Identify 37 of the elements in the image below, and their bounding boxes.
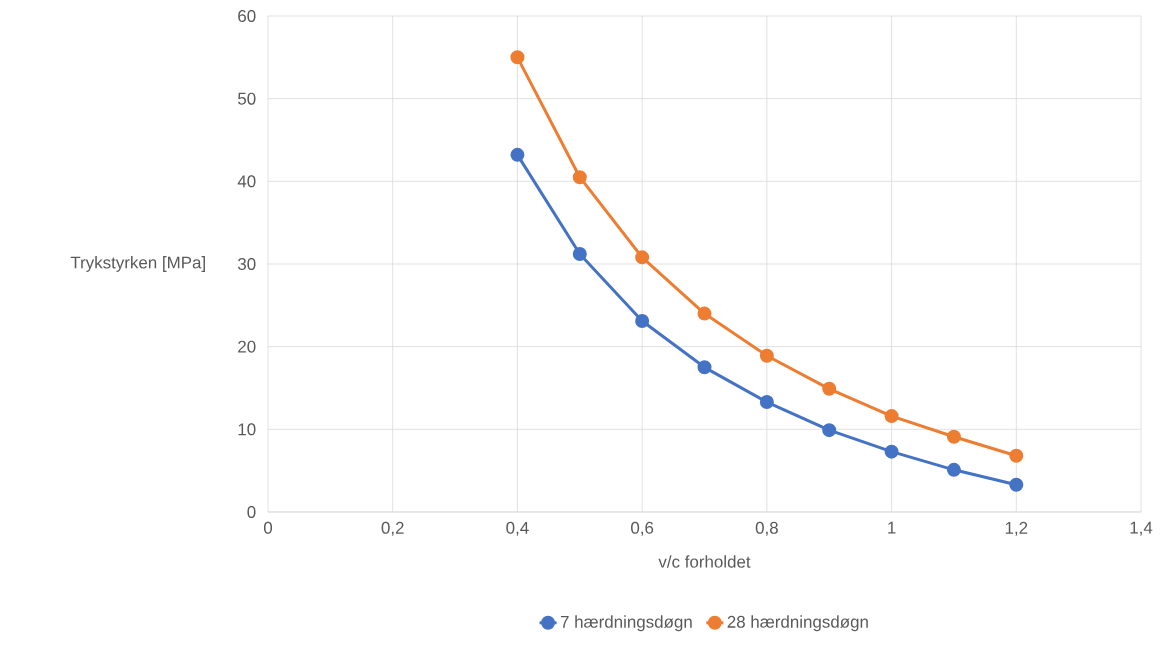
y-tick-label: 60 xyxy=(238,9,256,22)
x-tick-label: 0 xyxy=(263,521,273,534)
point xyxy=(759,348,774,363)
y-tick-label: 30 xyxy=(237,257,256,270)
y-tick-label: 40 xyxy=(237,175,256,188)
point xyxy=(946,429,961,444)
x-tick-label: 0,8 xyxy=(755,521,778,536)
x-tick-label: 0,2 xyxy=(381,521,404,536)
legend-label: 7 hærdningsdøgn xyxy=(560,615,692,632)
point xyxy=(635,250,650,265)
point xyxy=(510,50,525,65)
y-tick-label: 50 xyxy=(238,92,256,105)
point xyxy=(572,247,587,262)
x-tick-label: 1,4 xyxy=(1130,521,1153,536)
x-tick-label: 0,4 xyxy=(506,521,529,536)
point xyxy=(572,170,587,185)
y-tick-label: 10 xyxy=(238,423,256,436)
point xyxy=(822,381,837,396)
y-tick-label: 0 xyxy=(247,505,256,518)
point xyxy=(510,147,525,162)
point xyxy=(822,423,837,438)
x-tick-label: 1 xyxy=(888,521,896,534)
point xyxy=(1009,477,1024,492)
x-tick-label: 0,6 xyxy=(631,521,654,536)
x-axis-title: v/c forholdet xyxy=(658,555,751,568)
point xyxy=(697,360,712,375)
point xyxy=(1009,448,1024,463)
point xyxy=(884,409,899,424)
legend-label: 28 hærdningsdøgn xyxy=(727,615,868,632)
x-tick-label: 1,2 xyxy=(1005,521,1028,536)
point xyxy=(884,444,899,459)
point xyxy=(946,462,961,477)
y-axis-title: Trykstyrken [MPa] xyxy=(70,256,205,272)
point xyxy=(635,314,650,329)
point xyxy=(759,395,774,410)
point xyxy=(697,306,712,321)
y-tick-label: 20 xyxy=(238,340,256,353)
